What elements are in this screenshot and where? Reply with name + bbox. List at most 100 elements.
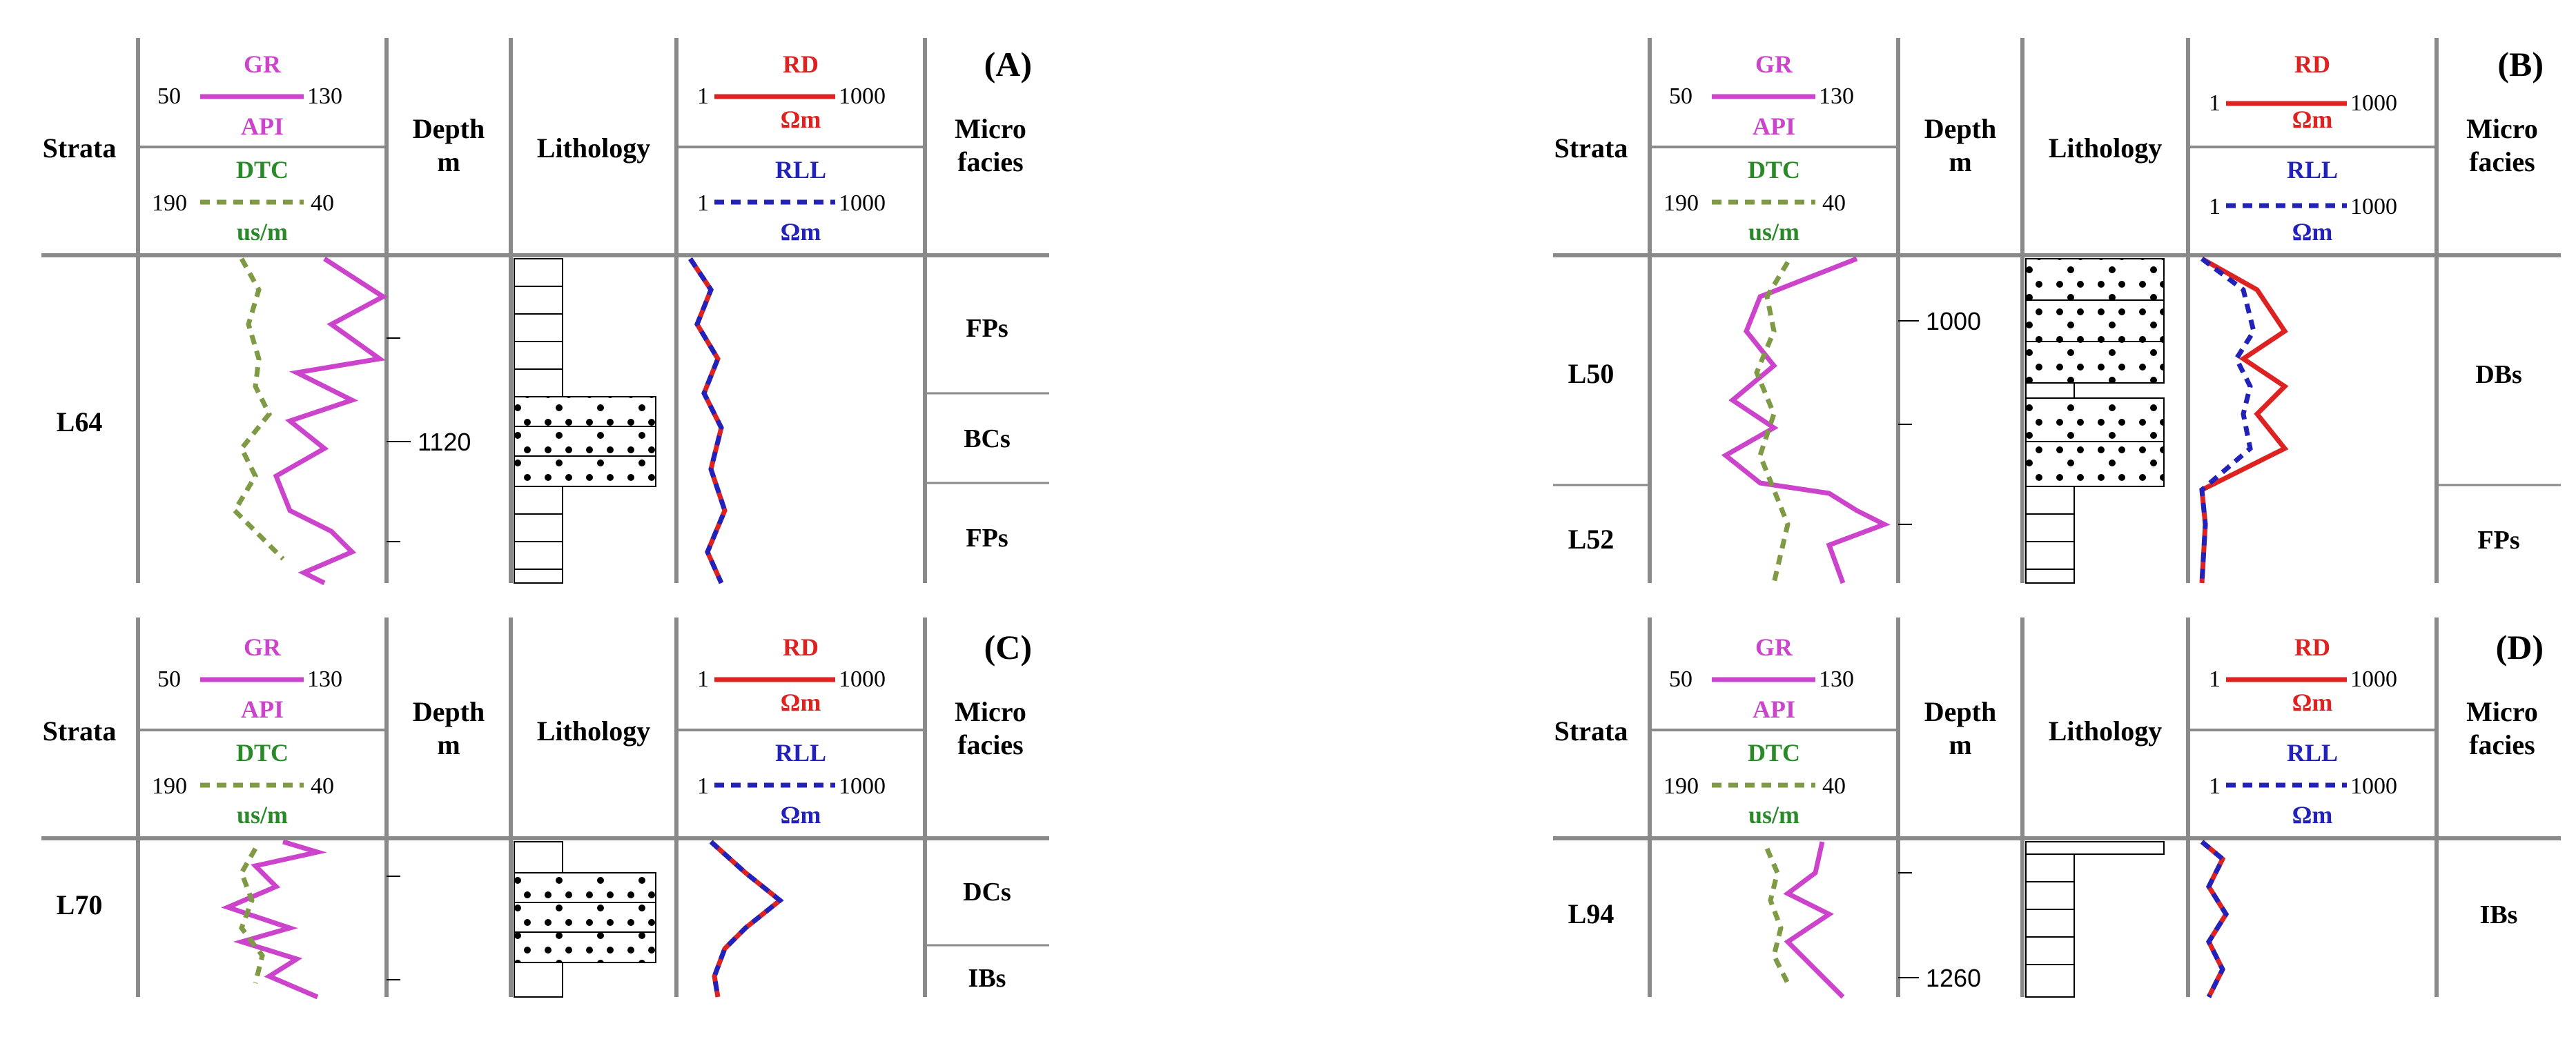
depth-unit: m: [437, 146, 460, 177]
panel-a-curves: [231, 257, 728, 586]
gr-min: 50: [1669, 666, 1692, 692]
panel-b-scales: 50 130 190 40 1 1000 1 1000: [1663, 83, 2397, 219]
depth-header: Depth: [1924, 696, 1996, 727]
panel-b-curves: [1721, 256, 2289, 584]
microfacies-header-1: Micro: [2466, 113, 2538, 144]
panel-label-d: (D): [2496, 628, 2544, 666]
dtc-unit: us/m: [237, 218, 288, 246]
panel-c: (C) Strata Depth m Lithology Micro facie…: [41, 618, 1049, 1000]
rll-unit: Ωm: [781, 801, 821, 829]
rll-label: RLL: [2287, 739, 2338, 767]
depth-ticks-c: [387, 876, 400, 980]
panel-b-headers: Strata Depth m Lithology Micro facies GR…: [1554, 50, 2538, 246]
rd-min: 1: [697, 666, 709, 692]
gr-curve: [221, 839, 327, 1000]
depth-tick-label: 1260: [1926, 964, 1981, 992]
microfacies-header-2: facies: [957, 729, 1024, 760]
rd-max: 1000: [2350, 666, 2397, 692]
rll-min: 1: [697, 773, 709, 799]
panel-label-b: (B): [2497, 45, 2544, 83]
rd-max: 1000: [2350, 90, 2397, 116]
strata-label: L70: [57, 889, 103, 920]
gr-unit: API: [241, 112, 284, 140]
microfacies-header-1: Micro: [955, 696, 1026, 727]
panel-c-facies: DCs IBs: [963, 878, 1011, 993]
strata-header: Strata: [43, 715, 117, 747]
gr-label: GR: [244, 50, 282, 78]
depth-header: Depth: [1924, 113, 1996, 144]
dtc-right: 40: [1822, 773, 1846, 799]
panel-a-headers: Strata Depth m Lithology Micro facies GR…: [43, 50, 1026, 246]
depth-unit: m: [437, 729, 460, 760]
strata-header: Strata: [1554, 715, 1628, 747]
depth-unit: m: [1949, 729, 1971, 760]
rll-unit: Ωm: [2292, 801, 2333, 829]
rd-label: RD: [783, 50, 819, 78]
gr-max: 130: [307, 83, 342, 109]
rd-max: 1000: [839, 83, 886, 109]
strata-header: Strata: [43, 132, 117, 164]
lithology-header: Lithology: [537, 715, 650, 747]
dtc-right: 40: [1822, 190, 1846, 216]
lithology-column-b: [2025, 258, 2165, 584]
depth-header: Depth: [413, 696, 485, 727]
panel-b: (B) Strata Depth m Lithology Micro facie…: [1553, 38, 2561, 584]
microfacies-header-1: Micro: [2466, 696, 2538, 727]
rd-label: RD: [2294, 633, 2330, 661]
microfacies-header-1: Micro: [955, 113, 1026, 144]
gr-curve: [273, 257, 388, 586]
gr-max: 130: [307, 666, 342, 692]
panel-d: (D) Strata Depth m Lithology Micro facie…: [1553, 618, 2561, 999]
dtc-left: 190: [1663, 190, 1699, 216]
rd-label: RD: [2294, 50, 2330, 78]
rll-min: 1: [2209, 773, 2221, 799]
rd-label: RD: [783, 633, 819, 661]
gr-unit: API: [1753, 695, 1795, 723]
gr-max: 130: [1819, 83, 1854, 109]
panel-b-grid: [1553, 38, 2561, 583]
gr-curve: [1783, 841, 1845, 999]
gr-unit: API: [241, 695, 284, 723]
panel-label-c: (C): [984, 628, 1032, 666]
facies-label: DCs: [963, 878, 1011, 907]
rll-curve: [2200, 840, 2229, 998]
dtc-right: 40: [311, 773, 334, 799]
microfacies-header-2: facies: [2469, 146, 2535, 177]
gr-label: GR: [1755, 633, 1793, 661]
strata-header: Strata: [1554, 132, 1628, 164]
rd-curve: [2199, 256, 2289, 584]
rll-max: 1000: [2350, 773, 2397, 799]
rd-unit: Ωm: [781, 106, 821, 133]
lithology-column-d: [2025, 841, 2165, 998]
rll-unit: Ωm: [781, 218, 821, 246]
dtc-unit: us/m: [1748, 218, 1799, 246]
facies-label: IBs: [968, 964, 1006, 993]
dtc-left: 190: [152, 773, 187, 799]
panel-d-grid: [1553, 618, 2561, 997]
gr-label: GR: [244, 633, 282, 661]
gr-min: 50: [157, 666, 181, 692]
dtc-left: 190: [152, 190, 187, 216]
rll-label: RLL: [2287, 156, 2338, 184]
dtc-label: DTC: [236, 739, 289, 767]
rll-min: 1: [697, 190, 709, 216]
rll-label: RLL: [775, 739, 826, 767]
dtc-curve: [231, 257, 285, 561]
panel-d-headers: Strata Depth m Lithology Micro facies GR…: [1554, 633, 2538, 829]
panel-d-scales: 50 130 190 40 1 1000 1 1000: [1663, 666, 2397, 799]
panel-c-headers: Strata Depth m Lithology Micro facies GR…: [43, 633, 1026, 829]
facies-label: IBs: [2480, 900, 2518, 929]
panel-d-curves: [1764, 840, 2229, 999]
depth-header: Depth: [413, 113, 485, 144]
lithology-header: Lithology: [537, 132, 650, 164]
facies-label: DBs: [2475, 360, 2522, 389]
panel-c-curves: [221, 839, 784, 1000]
rll-max: 1000: [2350, 194, 2397, 219]
dtc-label: DTC: [1748, 156, 1800, 184]
panel-label-a: (A): [984, 45, 1032, 83]
gr-min: 50: [1669, 83, 1692, 109]
panel-a-scales: 50 130 190 40 1 1000 1 1000: [152, 83, 886, 216]
gr-min: 50: [157, 83, 181, 109]
